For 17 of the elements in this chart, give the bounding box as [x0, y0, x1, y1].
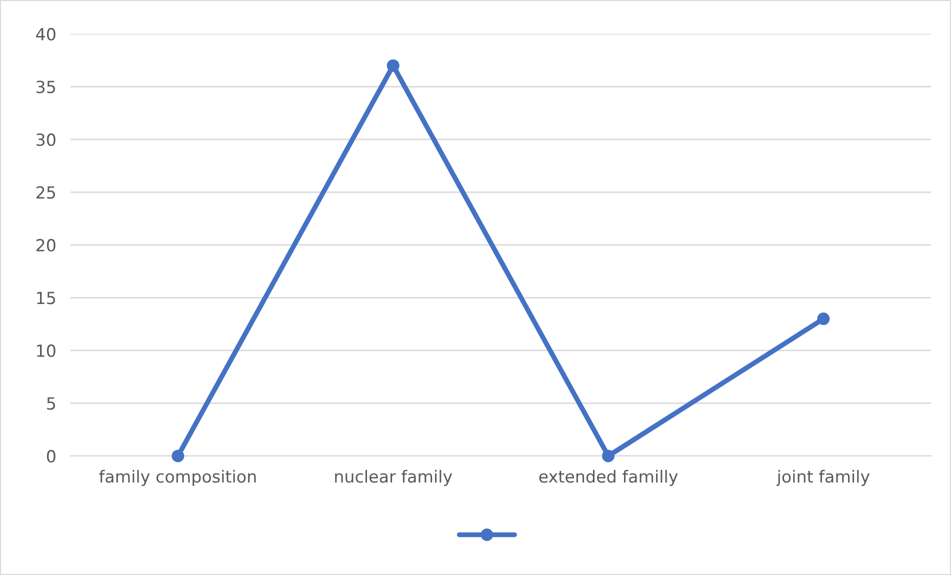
- y-tick-label: 20: [36, 238, 56, 252]
- x-tick-label: extended familly: [539, 470, 678, 486]
- point: [172, 450, 184, 462]
- y-tick-label: 30: [36, 133, 56, 146]
- y-tick-label: 15: [37, 292, 56, 304]
- point: [817, 312, 830, 326]
- point: [386, 59, 400, 72]
- point: [602, 450, 615, 462]
- y-tick-label: 40: [36, 28, 56, 40]
- y-tick-label: 5: [47, 397, 56, 410]
- x-tick-label: family composition: [99, 470, 256, 486]
- y-tick-label: 10: [37, 344, 56, 358]
- y-tick-label: 35: [36, 80, 56, 94]
- x-tick-label: joint family: [776, 470, 870, 486]
- y-tick-label: 25: [36, 186, 56, 199]
- y-tick-label: 0: [46, 450, 56, 463]
- x-tick-label: nuclear family: [335, 470, 452, 486]
